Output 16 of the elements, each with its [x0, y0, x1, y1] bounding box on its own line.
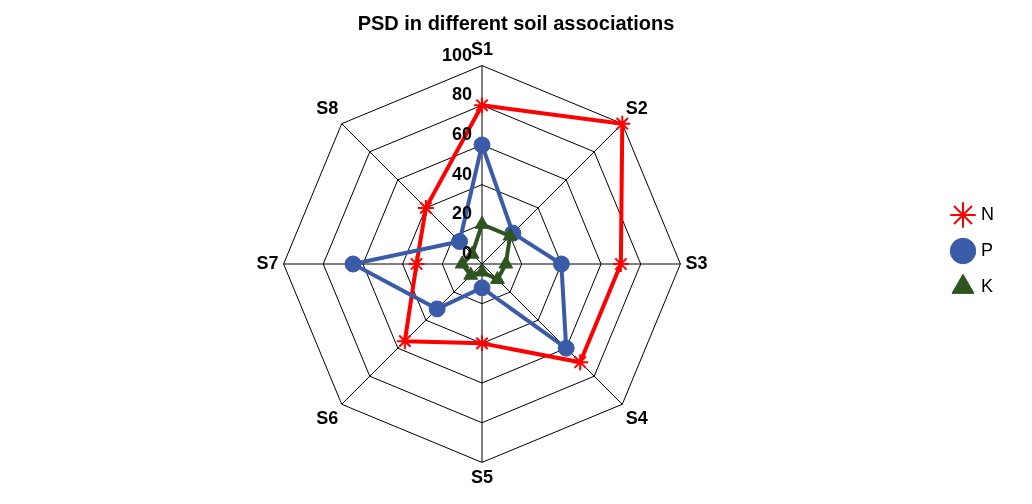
- spoke-label: S2: [625, 98, 648, 119]
- y-tick-label: 100: [441, 44, 472, 65]
- spoke-label: S8: [316, 98, 339, 119]
- y-tick-label: 80: [451, 84, 472, 105]
- spoke-label: S5: [470, 467, 494, 488]
- legend-label: K: [981, 275, 994, 296]
- spoke-label: S3: [685, 252, 708, 273]
- y-tick-label: 0: [461, 242, 472, 263]
- spoke-label: S7: [256, 252, 279, 273]
- legend-label: N: [981, 203, 994, 224]
- chart-title: PSD in different soil associations: [357, 11, 675, 34]
- spoke-label: S4: [625, 407, 648, 428]
- y-tick-label: 40: [451, 163, 472, 184]
- spoke-label: S6: [316, 407, 339, 428]
- spoke-label: S1: [470, 38, 494, 59]
- legend-label: P: [981, 239, 994, 260]
